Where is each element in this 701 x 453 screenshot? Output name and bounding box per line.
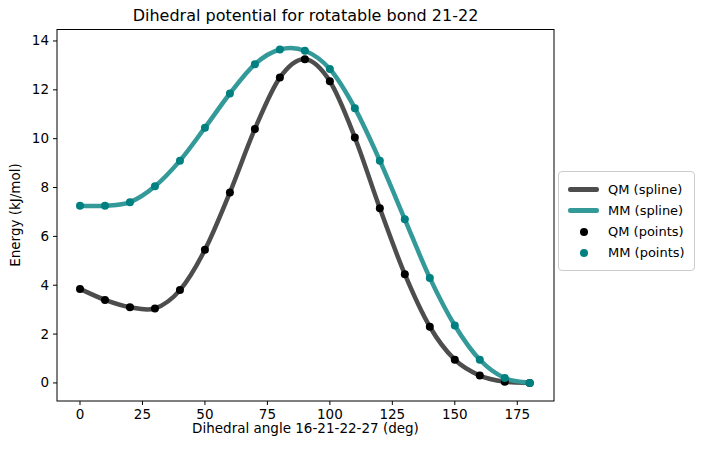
- y-tick-label: 8: [40, 179, 49, 195]
- y-tick-label: 4: [40, 277, 49, 293]
- point-qm-points: [276, 74, 284, 82]
- point-mm-points: [451, 322, 459, 330]
- point-mm-points: [201, 124, 209, 132]
- point-mm-points: [351, 104, 359, 112]
- point-qm-points: [151, 304, 159, 312]
- point-qm-points: [451, 356, 459, 364]
- point-qm-points: [351, 133, 359, 141]
- point-mm-points: [126, 198, 134, 206]
- point-mm-points: [501, 374, 509, 382]
- legend-line-swatch: [568, 187, 599, 192]
- point-mm-points: [101, 202, 109, 210]
- series-mm-spline: [80, 48, 530, 383]
- x-axis-label: Dihedral angle 16-21-22-27 (deg): [57, 420, 554, 436]
- y-tick-label: 0: [40, 374, 49, 390]
- legend-item-label: MM (points): [608, 245, 685, 260]
- point-qm-points: [401, 270, 409, 278]
- y-tick-label: 12: [32, 81, 49, 97]
- legend-dot-swatch: [568, 249, 599, 257]
- legend-item: QM (points): [568, 221, 685, 242]
- point-qm-points: [376, 204, 384, 212]
- legend-line-swatch: [568, 208, 599, 213]
- legend-swatch-glyph: [580, 228, 588, 236]
- legend-item-label: QM (points): [608, 224, 684, 239]
- point-mm-points: [251, 60, 259, 68]
- point-mm-points: [376, 157, 384, 165]
- point-qm-points: [251, 125, 259, 133]
- legend-swatch-glyph: [568, 187, 599, 192]
- point-qm-points: [76, 285, 84, 293]
- figure: Dihedral potential for rotatable bond 21…: [0, 0, 701, 453]
- point-mm-points: [426, 274, 434, 282]
- y-tick-label: 10: [32, 130, 49, 146]
- point-mm-points: [276, 46, 284, 54]
- axes-box: [57, 30, 554, 402]
- legend-dot-swatch: [568, 228, 599, 236]
- point-mm-points: [76, 202, 84, 210]
- point-mm-points: [226, 89, 234, 97]
- legend-swatch-glyph: [568, 208, 599, 213]
- point-mm-points: [476, 356, 484, 364]
- point-qm-points: [226, 188, 234, 196]
- legend-swatch-glyph: [580, 249, 588, 257]
- legend-item: MM (points): [568, 242, 685, 263]
- point-qm-points: [426, 323, 434, 331]
- y-tick-label: 6: [40, 228, 49, 244]
- legend-item-label: QM (spline): [608, 182, 682, 197]
- point-mm-points: [326, 65, 334, 73]
- point-qm-points: [326, 77, 334, 85]
- point-mm-points: [526, 379, 534, 387]
- point-mm-points: [151, 182, 159, 190]
- point-qm-points: [476, 372, 484, 380]
- y-tick-label: 14: [32, 32, 49, 48]
- point-qm-points: [176, 286, 184, 294]
- point-mm-points: [401, 215, 409, 223]
- y-tick-label: 2: [40, 326, 49, 342]
- legend-item: QM (spline): [568, 179, 685, 200]
- point-qm-points: [101, 296, 109, 304]
- point-mm-points: [301, 47, 309, 55]
- point-qm-points: [301, 55, 309, 63]
- point-qm-points: [201, 246, 209, 254]
- legend-item-label: MM (spline): [608, 203, 683, 218]
- point-mm-points: [176, 157, 184, 165]
- point-qm-points: [126, 303, 134, 311]
- legend: QM (spline) MM (spline) QM (points) MM (poi…: [558, 171, 695, 271]
- legend-item: MM (spline): [568, 200, 685, 221]
